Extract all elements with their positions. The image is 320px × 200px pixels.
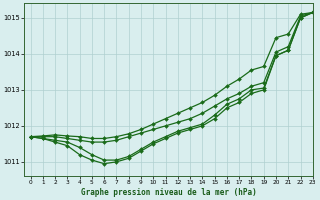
X-axis label: Graphe pression niveau de la mer (hPa): Graphe pression niveau de la mer (hPa) — [81, 188, 256, 197]
